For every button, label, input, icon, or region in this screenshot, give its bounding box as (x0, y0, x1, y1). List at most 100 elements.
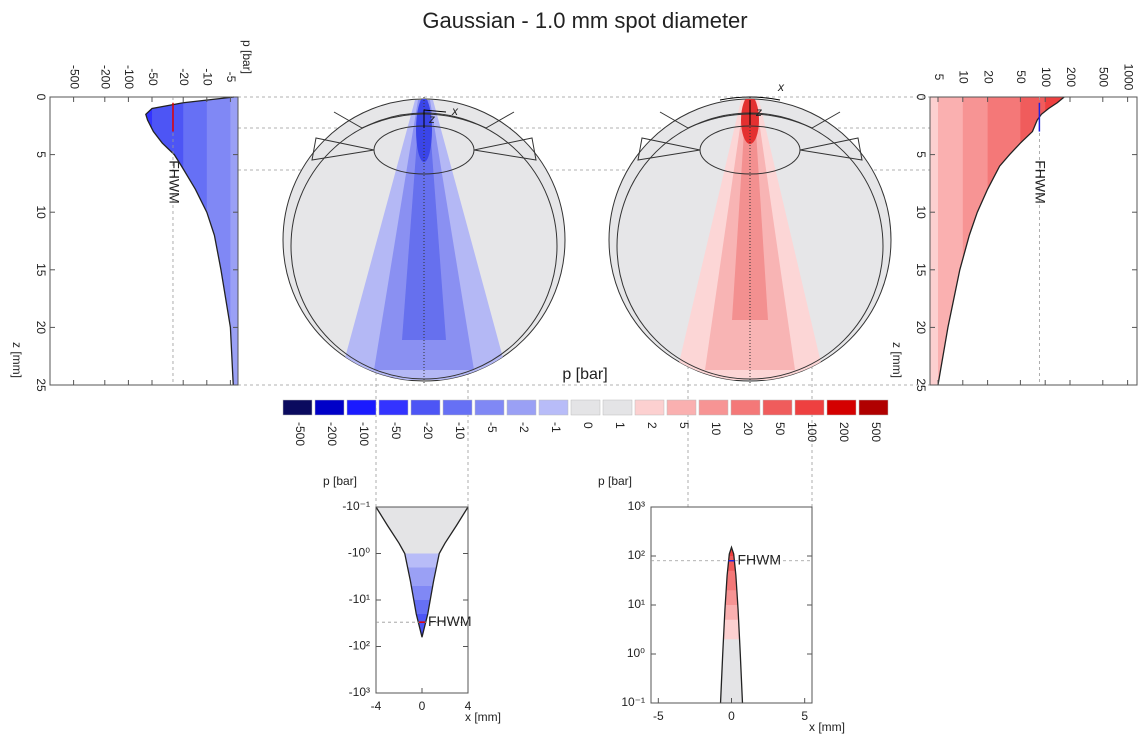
y-tick-label: -10³ (349, 685, 370, 699)
y-tick-label: 15 (914, 263, 928, 277)
y-tick-label: -10⁰ (348, 546, 370, 560)
colorbar-label: 2 (645, 422, 659, 429)
colorbar-cell (795, 400, 824, 415)
band (988, 97, 1137, 385)
area-fill (880, 97, 1137, 385)
colorbar-cell (315, 400, 344, 415)
colorbar-label: -500 (293, 422, 307, 446)
x-tick-label: 5 (801, 709, 808, 723)
colorbar-label: -200 (325, 422, 339, 446)
band (50, 97, 105, 385)
colorbar-cell (859, 400, 888, 415)
y-tick-label: 10⁰ (627, 646, 645, 660)
x-tick-label: 20 (981, 70, 995, 84)
band (50, 97, 74, 385)
colorbar-cell (347, 400, 376, 415)
x-tick-label: 0 (419, 699, 426, 713)
colorbar-label: -20 (421, 422, 435, 440)
x-tick-label: -20 (177, 68, 191, 86)
y-tick-label: -10² (349, 639, 370, 653)
area-fill (50, 97, 285, 385)
x-tick-label: -4 (371, 699, 382, 713)
colorbar-cell (539, 400, 568, 415)
y-tick-label: 5 (914, 151, 928, 158)
x-tick-label: 100 (1039, 67, 1053, 87)
y-tick-label: 0 (34, 94, 48, 101)
colorbar-label: -10 (453, 422, 467, 440)
y-tick-label: 10 (914, 206, 928, 220)
x-tick-label: 0 (728, 709, 735, 723)
y-tick-label: 0 (914, 94, 928, 101)
y-tick-label: 20 (34, 321, 48, 335)
x-axis-label: p [bar] (240, 40, 254, 74)
colorbar-cell (667, 400, 696, 415)
colorbar-label: 0 (581, 422, 595, 429)
y-tick-label: 10² (628, 548, 645, 562)
colorbar-label: -5 (485, 422, 499, 433)
eye-left: x z (283, 97, 565, 385)
x-axis-label: x [mm] (809, 720, 845, 734)
eye-x-label: x (451, 104, 459, 118)
area-fill (651, 507, 812, 703)
colorbar-label: -2 (517, 422, 531, 433)
colorbar-cell (571, 400, 600, 415)
x-tick-label: 500 (1097, 67, 1111, 87)
colorbar-cell (507, 400, 536, 415)
x-tick-label: 200 (1064, 67, 1078, 87)
x-tick-label: 5 (932, 74, 946, 81)
colorbar-cell (379, 400, 408, 415)
band (1020, 97, 1137, 385)
x-tick-label: -10 (201, 68, 215, 86)
band (1103, 97, 1137, 385)
colorbar-label: 20 (741, 422, 755, 436)
colorbar-cell (763, 400, 792, 415)
fhwm-label: FHWM (428, 613, 472, 629)
y-tick-label: 10³ (628, 499, 645, 513)
y-tick-label: -10⁻¹ (342, 499, 370, 513)
x-tick-label: -50 (146, 68, 160, 86)
figure-title: Gaussian - 1.0 mm spot diameter (422, 8, 747, 33)
colorbar-cell (731, 400, 760, 415)
x-tick-label: -5 (653, 709, 664, 723)
band (651, 507, 812, 541)
band (376, 633, 468, 693)
colorbar-cell (635, 400, 664, 415)
y-tick-label: 10⁻¹ (621, 695, 645, 709)
colorbar-label: -50 (389, 422, 403, 440)
eye-z-label: z (755, 105, 762, 119)
y-tick-label: -10¹ (349, 592, 370, 606)
band (50, 97, 128, 385)
x-tick-label: -5 (224, 72, 238, 83)
y-axis-label: z [mm] (890, 342, 904, 378)
colorbar-cell (283, 400, 312, 415)
colorbar-label: 5 (677, 422, 691, 429)
fhwm-label: FHWM (738, 551, 782, 567)
y-tick-label: 15 (34, 263, 48, 277)
fhwm-label: FHWM (166, 160, 182, 204)
colorbar-label: 200 (837, 422, 851, 442)
y-axis-label: p [bar] (598, 474, 632, 488)
colorbar-label: 10 (709, 422, 723, 436)
colorbar-label: -100 (357, 422, 371, 446)
area-fill (376, 507, 468, 693)
colorbar-cell (603, 400, 632, 415)
y-tick-label: 5 (34, 151, 48, 158)
eye-x-label: x (777, 80, 785, 94)
x-tick-label: 10 (957, 70, 971, 84)
fhwm-label: FHWM (1033, 160, 1049, 204)
eye-z-label: z (428, 112, 435, 126)
y-tick-label: 10¹ (628, 597, 645, 611)
y-axis-label: z [mm] (10, 342, 24, 378)
y-tick-label: 10 (34, 206, 48, 220)
y-axis-label: p [bar] (323, 474, 357, 488)
y-tick-label: 25 (34, 378, 48, 392)
x-axis-label: x [mm] (465, 710, 501, 724)
band (1070, 97, 1137, 385)
colorbar-title: p [bar] (562, 366, 607, 383)
eye-right: x z (609, 80, 891, 385)
colorbar-label: 1 (613, 422, 627, 429)
band (50, 97, 152, 385)
band (50, 97, 183, 385)
